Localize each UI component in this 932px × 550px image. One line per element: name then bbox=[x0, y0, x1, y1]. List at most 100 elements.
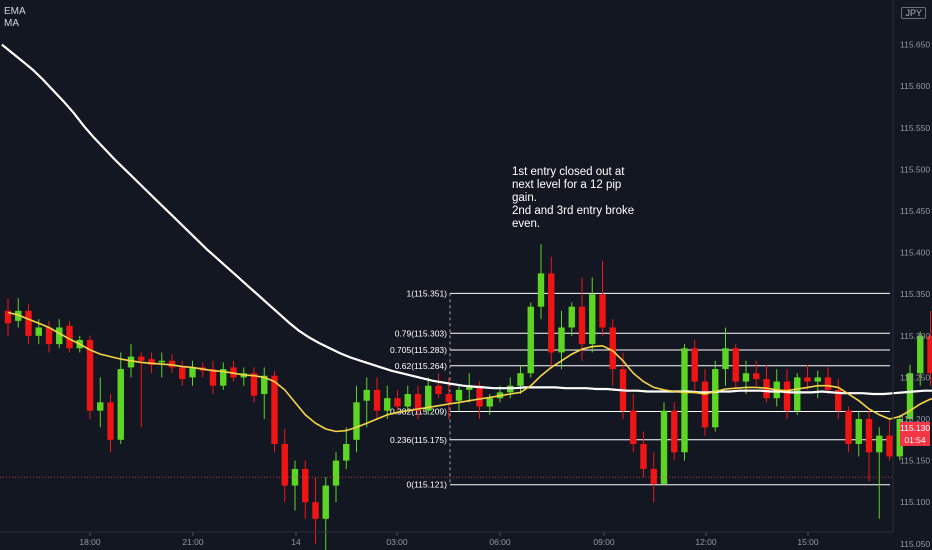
trade-annotation: 1st entry closed out at next level for a… bbox=[512, 166, 662, 231]
fib-level-label: 0.62(115.264) bbox=[395, 361, 447, 371]
candle-body bbox=[876, 435, 883, 453]
price-tick-label: 115.300 bbox=[900, 331, 930, 341]
candle-body bbox=[404, 394, 411, 407]
candle-body bbox=[261, 375, 268, 395]
candle-body bbox=[445, 394, 452, 403]
candle-body bbox=[394, 398, 401, 407]
candle-body bbox=[56, 327, 63, 345]
candle-body bbox=[271, 375, 278, 444]
candle-body bbox=[783, 381, 791, 411]
candle-body bbox=[906, 373, 914, 419]
bar-countdown-tag: 01:54 bbox=[900, 434, 930, 446]
candle-body bbox=[476, 385, 483, 407]
candle-body bbox=[312, 502, 319, 519]
annotation-line: 2nd and 3rd entry broke bbox=[512, 205, 635, 217]
candle-body bbox=[568, 306, 575, 328]
candle-body bbox=[753, 373, 760, 380]
price-tick-label: 115.650 bbox=[900, 40, 930, 50]
candle-body bbox=[835, 389, 842, 411]
candle-body bbox=[466, 385, 473, 390]
candle-body bbox=[107, 402, 114, 440]
candle-body bbox=[630, 410, 637, 444]
price-tick-label: 115.150 bbox=[900, 456, 930, 466]
price-tick-label: 115.500 bbox=[900, 164, 930, 174]
candle-body bbox=[435, 385, 442, 395]
candle-body bbox=[701, 381, 709, 428]
currency-badge[interactable]: JPY bbox=[901, 7, 926, 19]
candle-body bbox=[353, 402, 360, 440]
candle-body bbox=[599, 294, 606, 328]
time-tick-label: 03:00 bbox=[386, 537, 408, 547]
candle-body bbox=[927, 335, 932, 374]
candle-body bbox=[425, 385, 432, 411]
candle-body bbox=[66, 325, 73, 349]
candle-body bbox=[732, 348, 739, 382]
last-price-tag: 115.130 bbox=[900, 422, 931, 434]
candle-body bbox=[384, 398, 391, 411]
candle-body bbox=[35, 327, 42, 336]
price-tick-label: 115.450 bbox=[900, 206, 930, 216]
candle-body bbox=[97, 402, 104, 411]
candle-body bbox=[86, 339, 94, 411]
candle-body bbox=[332, 460, 340, 486]
price-tick-label: 115.200 bbox=[900, 414, 930, 424]
candle-body bbox=[548, 273, 555, 353]
price-tick-label: 115.350 bbox=[900, 289, 930, 299]
annotation-line: even. bbox=[512, 218, 541, 230]
candle-body bbox=[517, 373, 524, 386]
candle-body bbox=[712, 369, 719, 428]
candle-body bbox=[127, 356, 135, 368]
candle-body bbox=[886, 435, 893, 457]
annotation-line: next level for a 12 pip bbox=[512, 179, 622, 191]
candle-body bbox=[722, 348, 729, 370]
time-tick-label: 14 bbox=[291, 537, 301, 547]
candle-body bbox=[660, 410, 668, 484]
candle-body bbox=[148, 359, 155, 365]
candle-body bbox=[896, 419, 903, 457]
candle-body bbox=[855, 419, 862, 444]
candle-body bbox=[168, 360, 176, 368]
candle-body bbox=[681, 348, 688, 453]
candle-body bbox=[281, 443, 288, 486]
price-tick-label: 115.400 bbox=[900, 248, 930, 258]
candle-body bbox=[117, 369, 124, 440]
candle-body bbox=[4, 310, 12, 324]
candle-body bbox=[322, 485, 329, 519]
ema-legend-label[interactable]: EMA bbox=[4, 6, 26, 17]
candle-body bbox=[179, 367, 186, 380]
candle-body bbox=[209, 369, 217, 386]
fib-level-label: 0.705(115.283) bbox=[390, 345, 447, 355]
fib-level-label: 1(115.351) bbox=[407, 288, 448, 298]
candle-body bbox=[589, 294, 596, 345]
candle-body bbox=[578, 306, 586, 345]
candle-body bbox=[794, 377, 801, 411]
candle-body bbox=[486, 398, 493, 407]
candle-body bbox=[138, 356, 145, 361]
indicator-legend: EMA MA bbox=[4, 6, 26, 30]
candle-body bbox=[845, 410, 852, 444]
candle-body bbox=[158, 360, 165, 363]
candle-body bbox=[537, 273, 545, 307]
candle-body bbox=[220, 369, 227, 386]
candle-body bbox=[302, 468, 309, 503]
ema-line bbox=[1, 43, 932, 396]
candle-body bbox=[363, 389, 370, 401]
ma-legend-label[interactable]: MA bbox=[4, 18, 19, 29]
candle-body bbox=[609, 327, 616, 370]
candle-body bbox=[824, 377, 832, 390]
candle-body bbox=[558, 327, 565, 353]
candle-body bbox=[455, 389, 463, 401]
time-tick-label: 18:00 bbox=[79, 537, 101, 547]
candle-body bbox=[691, 348, 698, 382]
candle-body bbox=[671, 410, 678, 453]
time-tick-label: 15:00 bbox=[797, 537, 819, 547]
price-tick-label: 115.100 bbox=[900, 497, 930, 507]
candle-body bbox=[640, 443, 647, 469]
candle-body bbox=[373, 389, 381, 411]
annotation-line: gain. bbox=[512, 192, 537, 204]
candle-body bbox=[650, 468, 657, 484]
candle-body bbox=[742, 373, 750, 382]
candle-body bbox=[250, 373, 258, 396]
